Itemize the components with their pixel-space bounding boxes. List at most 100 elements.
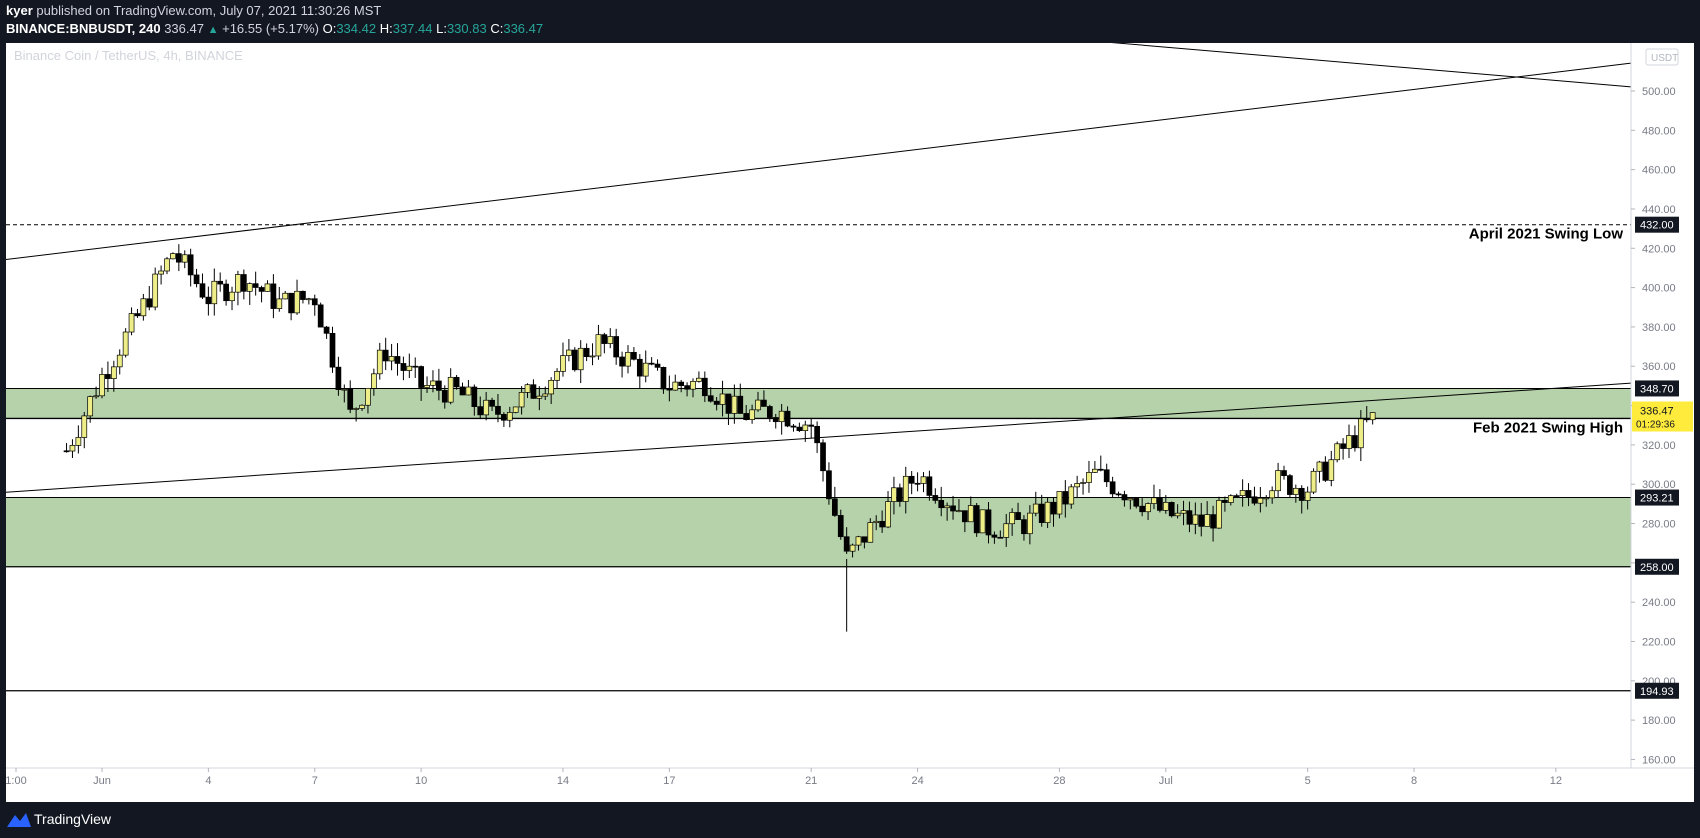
- candle-body: [1009, 512, 1015, 525]
- candle-body: [678, 381, 685, 386]
- candle-body: [1204, 514, 1211, 527]
- y-tick-label: 480.00: [1642, 125, 1676, 137]
- candle-body: [707, 395, 714, 402]
- candle-body: [802, 424, 809, 431]
- candle-body: [341, 388, 348, 391]
- candle-body: [979, 509, 986, 534]
- candle-body: [589, 355, 596, 358]
- candle-body: [1121, 494, 1128, 501]
- close-label: C:: [490, 21, 504, 36]
- candle-body: [1174, 512, 1181, 517]
- candle-body: [311, 298, 318, 306]
- last-price: 336.47: [164, 21, 204, 36]
- candle-body: [1186, 510, 1193, 525]
- candle-body: [1346, 435, 1352, 449]
- candle-body: [471, 386, 478, 407]
- candle-body: [837, 515, 844, 538]
- candle-body: [879, 520, 885, 528]
- author-name[interactable]: kyer: [6, 3, 33, 18]
- candle-body: [1233, 495, 1240, 497]
- price-chart[interactable]: 500.00 480.00 460.00 440.00 420.00 400.00 380.…: [6, 43, 1694, 802]
- candle-body: [1056, 491, 1063, 515]
- x-tick-label: 28: [1053, 775, 1065, 787]
- candle-body: [371, 373, 377, 389]
- candle-body: [891, 487, 897, 502]
- candle-body: [317, 304, 324, 328]
- candle-body: [607, 336, 614, 344]
- candle-body: [944, 505, 950, 509]
- candle-body: [1038, 503, 1045, 523]
- y-tick-label: 160.00: [1642, 754, 1676, 766]
- candle-body: [518, 392, 525, 408]
- candle-body: [323, 326, 330, 334]
- tradingview-logo-icon[interactable]: [6, 810, 32, 828]
- y-tick-label: 460.00: [1642, 165, 1676, 177]
- price-tag: [1635, 380, 1679, 397]
- candle-body: [861, 536, 868, 543]
- candle-body: [388, 356, 395, 362]
- candle-body: [424, 385, 430, 388]
- candle-body: [240, 274, 247, 292]
- candle-body: [642, 362, 649, 377]
- candle-body: [524, 384, 531, 393]
- low-label: L:: [436, 21, 447, 36]
- candle-body: [636, 358, 643, 377]
- candle-body: [211, 280, 218, 305]
- candle-body: [146, 298, 153, 308]
- candle-body: [962, 510, 968, 523]
- candle-body: [453, 376, 460, 388]
- candle-body: [1151, 497, 1157, 504]
- candle-body: [353, 408, 359, 410]
- y-tick-label: 440.00: [1642, 204, 1676, 216]
- candle-body: [116, 354, 123, 368]
- candle-body: [619, 356, 625, 367]
- open-label: O:: [322, 21, 337, 36]
- candle-body: [867, 522, 874, 543]
- candle-body: [1139, 505, 1146, 513]
- candle-body: [140, 298, 147, 317]
- candle-body: [110, 366, 117, 379]
- support-resistance-zone: [6, 388, 1631, 419]
- candle-body: [761, 399, 767, 407]
- candle-body: [99, 374, 105, 397]
- candle-body: [181, 254, 188, 263]
- candle-body: [601, 334, 608, 344]
- candle-body: [447, 376, 454, 403]
- candle-body: [128, 313, 135, 333]
- candle-body: [926, 476, 933, 496]
- x-tick-label: 10: [415, 775, 427, 787]
- y-tick-label: 280.00: [1642, 519, 1676, 531]
- candle-body: [187, 254, 194, 276]
- candle-body: [1222, 500, 1228, 503]
- candle-body: [755, 399, 761, 411]
- chart-area[interactable]: 500.00 480.00 460.00 440.00 420.00 400.00 380.…: [6, 43, 1694, 802]
- candle-body: [477, 406, 484, 416]
- candle-body: [1032, 503, 1039, 514]
- candle-body: [199, 283, 206, 298]
- candle-body: [536, 395, 543, 399]
- high-value: 337.44: [392, 21, 433, 36]
- candle-body: [1103, 469, 1110, 483]
- x-tick-label: 17: [663, 775, 675, 787]
- price-tag-label: 258.00: [1640, 562, 1674, 574]
- candle-body: [170, 253, 176, 260]
- price-tag-label: 348.70: [1640, 383, 1674, 395]
- footer-brand[interactable]: TradingView: [34, 811, 112, 827]
- candle-body: [1168, 502, 1175, 517]
- candle-body: [1269, 490, 1276, 499]
- candle-body: [973, 505, 980, 534]
- candle-body: [1015, 512, 1021, 520]
- candle-body: [1044, 501, 1051, 523]
- x-tick-label: 21: [805, 775, 817, 787]
- y-tick-label: 320.00: [1642, 440, 1676, 452]
- candle-body: [1227, 495, 1234, 503]
- x-tick-label: Jun: [93, 775, 111, 787]
- candle-body: [826, 470, 832, 500]
- y-tick-label: 360.00: [1642, 361, 1676, 373]
- candle-body: [666, 388, 673, 391]
- open-value: 334.42: [336, 21, 377, 36]
- candle-body: [749, 409, 755, 420]
- price-tag: [1635, 682, 1679, 699]
- candle-body: [294, 290, 300, 314]
- candle-body: [548, 379, 555, 395]
